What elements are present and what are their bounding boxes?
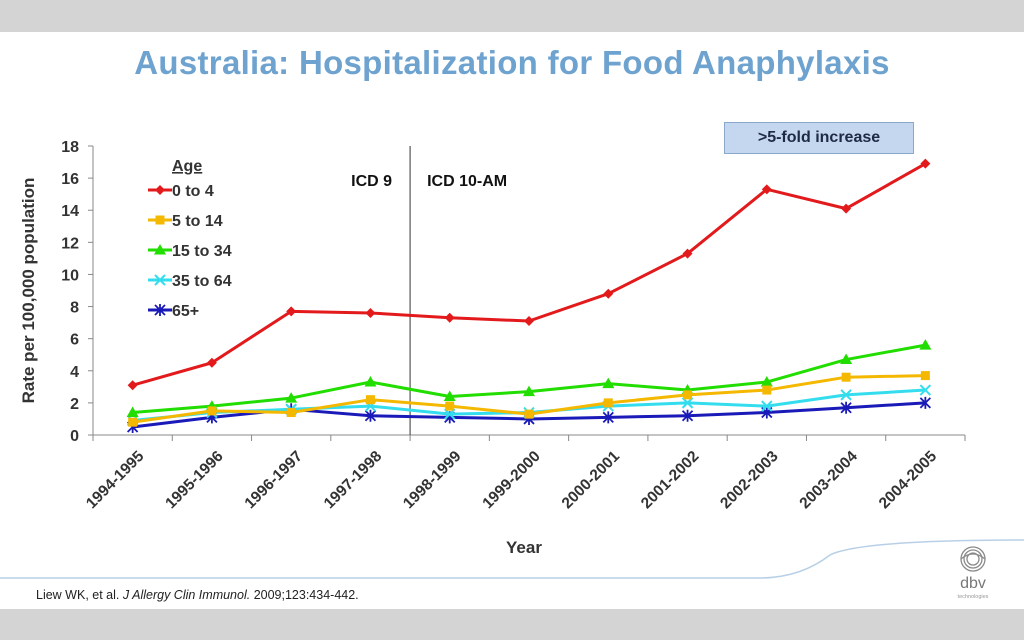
citation-details: 2009;123:434-442. (253, 588, 359, 602)
y-tick-label: 12 (61, 235, 79, 252)
x-tick-label: 2002-2003 (717, 448, 782, 513)
data-point-5-to-14 (762, 385, 772, 395)
data-point-5-to-14 (286, 408, 296, 418)
bottom-band (0, 609, 1024, 640)
x-tick-label: 1999-2000 (479, 448, 543, 512)
x-tick-label: 1996-1997 (242, 448, 306, 512)
data-point-15-to-34 (443, 390, 456, 401)
data-point-15-to-34 (126, 406, 139, 418)
data-point-15-to-34 (602, 377, 615, 389)
y-tick-label: 6 (70, 332, 79, 349)
x-tick-label: 2004-2005 (876, 448, 941, 513)
citation: Liew WK, et al. J Allergy Clin Immunol. … (36, 588, 359, 602)
data-point-0-to-4 (365, 307, 376, 318)
legend-label-0-to-4: 0 to 4 (172, 183, 214, 200)
x-tick-label: 1994-1995 (83, 448, 148, 513)
x-axis-label: Year (506, 538, 542, 557)
legend-label-65: 65+ (172, 303, 199, 320)
legend-marker-0-to-4 (155, 185, 165, 195)
data-point-15-to-34 (364, 376, 377, 387)
x-tick-label: 2000-2001 (559, 448, 624, 513)
y-tick-label: 16 (61, 171, 79, 188)
y-axis-label: Rate per 100,000 population (19, 178, 38, 404)
dbv-logo: dbv technologies (958, 546, 989, 600)
logo-swirl-icon (960, 546, 986, 572)
data-point-15-to-34 (760, 376, 773, 387)
logo-text: dbv (960, 575, 986, 592)
data-point-0-to-4 (444, 312, 455, 323)
x-tick-label: 1998-1999 (400, 448, 465, 513)
data-point-0-to-4 (682, 248, 693, 259)
x-tick-label: 1997-1998 (321, 448, 386, 513)
data-point-5-to-14 (128, 417, 138, 427)
data-point-65 (602, 411, 614, 424)
citation-authors: Liew WK, et al. (36, 588, 120, 602)
logo-subtext: technologies (958, 594, 989, 600)
y-tick-label: 14 (61, 203, 79, 220)
data-point-35-to-64 (444, 408, 456, 420)
data-point-35-to-64 (681, 397, 694, 409)
data-point-0-to-4 (127, 380, 138, 391)
legend-label-15-to-34: 15 to 34 (172, 243, 232, 260)
legend-marker-35-to-64 (154, 274, 166, 286)
legend-marker-65 (154, 304, 166, 316)
data-point-5-to-14 (603, 398, 613, 408)
legend-title: Age (172, 158, 202, 175)
y-tick-label: 10 (61, 267, 79, 284)
data-point-65 (681, 409, 694, 422)
y-tick-label: 0 (70, 428, 79, 445)
data-point-5-to-14 (841, 372, 851, 382)
data-point-15-to-34 (523, 385, 535, 397)
series-line-15-to-34 (132, 343, 926, 415)
citation-journal: J Allergy Clin Immunol. (122, 588, 251, 602)
x-tick-label: 2003-2004 (796, 448, 861, 513)
series-line-0-to-4 (132, 162, 927, 387)
data-point-0-to-4 (920, 158, 931, 169)
x-tick-label: 2001-2002 (638, 448, 702, 512)
data-point-35-to-64 (840, 389, 852, 401)
data-point-5-to-14 (445, 401, 455, 411)
data-point-5-to-14 (683, 390, 693, 400)
data-point-0-to-4 (603, 288, 614, 299)
data-point-5-to-14 (920, 371, 930, 381)
slide-title: Australia: Hospitalization for Food Anap… (134, 44, 890, 81)
data-point-65 (919, 396, 932, 409)
legend-marker-5-to-14 (155, 215, 165, 225)
data-point-65 (840, 401, 852, 414)
data-point-5-to-14 (524, 409, 534, 419)
data-point-0-to-4 (286, 306, 297, 317)
data-point-15-to-34 (285, 392, 298, 403)
data-point-0-to-4 (761, 184, 772, 195)
icd-10-label: ICD 10-AM (427, 173, 507, 190)
data-point-15-to-34 (919, 339, 932, 350)
data-point-5-to-14 (365, 395, 375, 405)
data-point-65 (364, 409, 377, 422)
legend-marker-15-to-34 (154, 244, 166, 255)
data-point-35-to-64 (761, 400, 773, 412)
data-point-15-to-34 (840, 353, 853, 365)
y-tick-label: 4 (70, 364, 79, 381)
callout-box: >5-fold increase (724, 122, 914, 154)
icd-9-label: ICD 9 (351, 173, 392, 190)
data-point-35-to-64 (919, 384, 932, 396)
legend-label-5-to-14: 5 to 14 (172, 213, 223, 230)
data-point-0-to-4 (841, 203, 852, 214)
y-tick-label: 18 (61, 139, 79, 156)
y-tick-label: 2 (70, 396, 79, 413)
data-point-0-to-4 (524, 316, 534, 327)
legend-label-35-to-64: 35 to 64 (172, 273, 232, 290)
data-point-5-to-14 (207, 406, 217, 416)
top-band (0, 0, 1024, 32)
x-tick-label: 1995-1996 (162, 448, 227, 513)
data-point-0-to-4 (206, 357, 217, 368)
y-tick-label: 8 (70, 300, 79, 317)
